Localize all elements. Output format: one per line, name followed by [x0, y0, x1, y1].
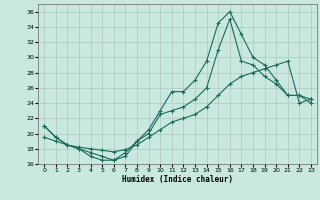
X-axis label: Humidex (Indice chaleur): Humidex (Indice chaleur)	[122, 175, 233, 184]
